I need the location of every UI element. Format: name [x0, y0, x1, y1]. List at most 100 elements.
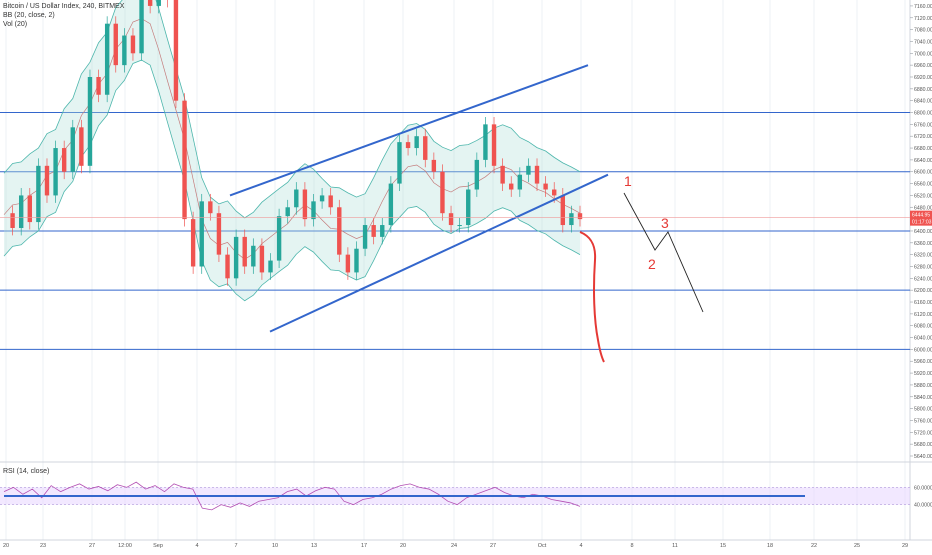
candle-body [130, 35, 136, 54]
candle-body [388, 183, 394, 226]
time-tick-label: 10 [272, 543, 278, 549]
candle-body [534, 165, 540, 184]
last-price-text: 6444.95 [912, 213, 930, 219]
candle-body [560, 195, 566, 226]
time-tick-label: 22 [811, 543, 817, 549]
rsi-level-low-label: 40.0000 [914, 503, 932, 509]
candle-body [526, 165, 531, 175]
price-tick-label: 7160.00 [914, 4, 932, 10]
price-tick-label: 6240.00 [914, 276, 932, 282]
candle-body [285, 207, 290, 217]
projection-wave-line [623, 192, 704, 313]
price-tick-label: 6680.00 [914, 146, 932, 152]
candle-body [440, 171, 445, 214]
price-tick-label: 5720.00 [914, 430, 932, 436]
candle-body [113, 23, 118, 66]
candle-body [199, 201, 204, 267]
price-tick-label: 7120.00 [914, 16, 932, 22]
candle-body [328, 195, 333, 208]
time-tick-label: 4 [195, 543, 198, 549]
price-tick-label: 6280.00 [914, 264, 932, 270]
price-tick-label: 6200.00 [914, 288, 932, 294]
channel-upper-line [229, 64, 589, 197]
price-tick-label: 7040.00 [914, 39, 932, 45]
price-tick-label: 6880.00 [914, 87, 932, 93]
candle-body [448, 213, 454, 226]
candle-body [36, 165, 41, 223]
time-tick-label: 12:00 [118, 543, 132, 549]
candle-body [371, 225, 376, 237]
rsi-level-high-label: 60.0000 [914, 485, 932, 491]
candle-body [431, 159, 437, 172]
time-tick-label: 23 [40, 543, 46, 549]
candle-body [354, 248, 359, 273]
candle-body [569, 213, 574, 226]
candle-body [122, 35, 127, 66]
projection-red-path [579, 231, 605, 363]
time-tick-label: Sep [153, 543, 163, 549]
time-tick-label: 7 [234, 543, 237, 549]
candle-body [182, 100, 187, 220]
candle-body [276, 216, 282, 261]
price-tick-label: 6960.00 [914, 63, 932, 69]
time-tick-label: 27 [490, 543, 496, 549]
candle-body [457, 225, 462, 227]
candle-body [27, 195, 32, 223]
candle-body [483, 124, 488, 160]
candle-body [96, 76, 101, 95]
candle-body [362, 225, 368, 249]
bollinger-lower-line [3, 59, 581, 302]
candle-body [44, 165, 50, 196]
candle-body [414, 136, 419, 149]
price-tick-label: 6520.00 [914, 193, 932, 199]
candle-body [104, 23, 110, 95]
candle-body [53, 148, 58, 196]
candle-body [61, 148, 67, 172]
candle-body [79, 127, 84, 166]
candle-body [474, 159, 480, 190]
candle-body [509, 183, 514, 190]
candle-body [156, 0, 161, 6]
candle-body [500, 165, 505, 184]
rsi-indicator-label: RSI (14, close) [3, 468, 50, 475]
price-tick-label: 6360.00 [914, 241, 932, 247]
price-tick-label: 6640.00 [914, 158, 932, 164]
candle-body [242, 236, 247, 267]
rsi-line [3, 481, 581, 511]
candle-body [70, 127, 75, 172]
price-tick-label: 6320.00 [914, 253, 932, 259]
price-tick-label: 5920.00 [914, 371, 932, 377]
time-tick-label: 11 [672, 543, 678, 549]
symbol-title: Bitcoin / US Dollar Index, 240, BITMEX [3, 3, 125, 10]
price-tick-label: 7000.00 [914, 51, 932, 57]
candle-body [259, 245, 265, 273]
candle-body [225, 254, 230, 279]
candle-body [543, 183, 548, 190]
price-tick-label: 6400.00 [914, 229, 932, 235]
candle-body [233, 236, 239, 279]
candle-body [397, 142, 402, 184]
price-tick-label: 5840.00 [914, 395, 932, 401]
candle-body [190, 219, 196, 267]
time-tick-label: 8 [630, 543, 633, 549]
price-tick-label: 6600.00 [914, 170, 932, 176]
candle-body [302, 189, 308, 220]
candle-body [337, 207, 342, 255]
price-tick-label: 6800.00 [914, 111, 932, 117]
price-tick-label: 6720.00 [914, 134, 932, 140]
time-tick-label: 27 [89, 543, 95, 549]
price-tick-label: 6840.00 [914, 99, 932, 105]
countdown-text: 01:17:03 [912, 220, 932, 226]
candle-body [311, 201, 316, 220]
bb-indicator-label: BB (20, close, 2) [3, 12, 55, 19]
price-tick-label: 6080.00 [914, 324, 932, 330]
candle-body [380, 225, 385, 237]
price-tick-label: 6120.00 [914, 312, 932, 318]
last-price-badge [910, 210, 932, 226]
candle-body [552, 189, 557, 196]
candle-body [173, 0, 179, 101]
price-tick-label: 5880.00 [914, 383, 932, 389]
candle-body [491, 124, 497, 166]
